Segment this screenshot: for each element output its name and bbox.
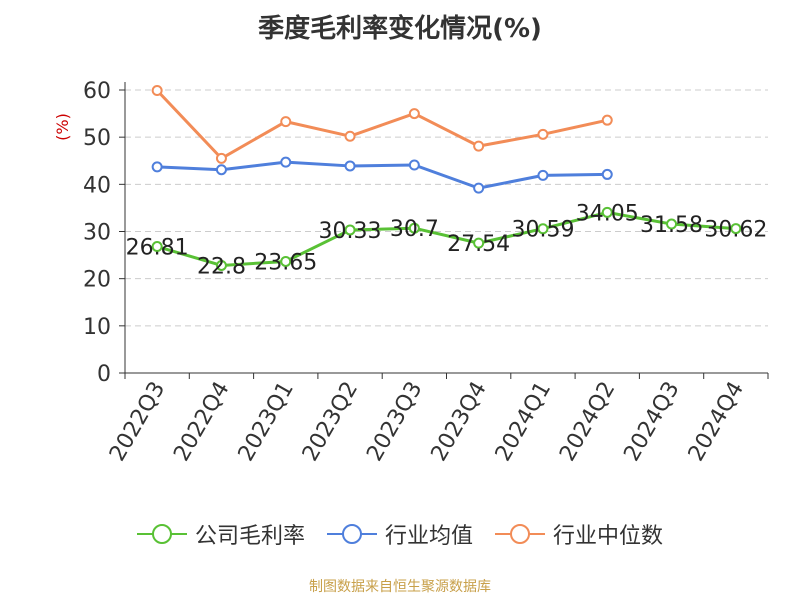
data-point bbox=[151, 161, 163, 173]
x-tick-label: 2023Q4 bbox=[427, 378, 492, 466]
data-point bbox=[666, 218, 678, 230]
data-point bbox=[344, 160, 356, 172]
data-label: 30.7 bbox=[390, 217, 439, 242]
data-label: 31.58 bbox=[640, 213, 703, 238]
data-point bbox=[473, 140, 485, 152]
data-point bbox=[215, 152, 227, 164]
data-point bbox=[151, 241, 163, 253]
y-tick-label: 20 bbox=[83, 268, 111, 293]
y-tick-label: 40 bbox=[83, 173, 111, 198]
data-point bbox=[537, 169, 549, 181]
data-label: 30.62 bbox=[704, 218, 767, 243]
data-label: 26.81 bbox=[126, 236, 189, 261]
legend-marker bbox=[136, 524, 187, 544]
legend-marker bbox=[326, 524, 377, 544]
legend-item[interactable]: 行业中位数 bbox=[495, 518, 663, 550]
data-point bbox=[280, 156, 292, 168]
series-line bbox=[156, 210, 736, 267]
data-point bbox=[473, 237, 485, 249]
x-tick-label: 2024Q3 bbox=[619, 378, 684, 466]
source-note: 制图数据来自恒生聚源数据库 bbox=[309, 579, 491, 595]
data-label: 34.05 bbox=[576, 201, 639, 226]
y-axis-label: (%) bbox=[53, 113, 72, 141]
data-label: 27.54 bbox=[447, 232, 510, 257]
legend-label: 行业均值 bbox=[384, 524, 473, 549]
legend-item[interactable]: 公司毛利率 bbox=[136, 518, 305, 550]
series-line bbox=[157, 160, 608, 190]
data-point bbox=[601, 114, 613, 126]
y-tick-label: 0 bbox=[97, 362, 111, 387]
data-point bbox=[408, 108, 420, 120]
data-label: 30.59 bbox=[511, 218, 574, 243]
data-label: 22.8 bbox=[197, 254, 246, 279]
series-line bbox=[156, 89, 608, 160]
data-point bbox=[344, 224, 356, 236]
x-tick-label: 2024Q1 bbox=[491, 378, 556, 466]
data-point bbox=[601, 168, 613, 180]
data-point bbox=[601, 206, 613, 218]
x-tick-label: 2023Q2 bbox=[298, 378, 363, 466]
y-tick-label: 10 bbox=[83, 315, 111, 340]
data-point bbox=[537, 223, 549, 235]
data-point bbox=[280, 116, 292, 128]
legend-marker bbox=[495, 524, 545, 544]
data-point bbox=[215, 164, 227, 176]
data-point bbox=[151, 84, 163, 96]
data-point bbox=[730, 223, 742, 235]
legend-label: 行业中位数 bbox=[553, 524, 664, 549]
legend-label: 公司毛利率 bbox=[194, 524, 305, 549]
chart-title: 季度毛利率变化情况(%) bbox=[258, 14, 542, 44]
y-tick-label: 50 bbox=[83, 126, 111, 151]
x-tick-label: 2024Q2 bbox=[555, 378, 620, 466]
x-tick-label: 2023Q1 bbox=[234, 378, 299, 466]
x-tick-label: 2022Q4 bbox=[169, 378, 234, 466]
x-tick-label: 2024Q4 bbox=[684, 378, 749, 466]
data-point bbox=[280, 255, 292, 267]
data-label: 30.33 bbox=[319, 219, 382, 244]
data-point bbox=[215, 259, 227, 271]
legend-item[interactable]: 行业均值 bbox=[326, 518, 473, 550]
x-tick-label: 2022Q3 bbox=[105, 378, 170, 466]
y-tick-label: 60 bbox=[83, 79, 111, 104]
x-tick-label: 2023Q3 bbox=[362, 378, 427, 466]
data-point bbox=[344, 130, 356, 142]
data-point bbox=[408, 222, 420, 234]
data-point bbox=[408, 159, 420, 171]
y-tick-label: 30 bbox=[83, 221, 111, 246]
data-point bbox=[537, 128, 549, 140]
data-point bbox=[473, 182, 485, 194]
legend: 公司毛利率 行业均值 行业中位数 bbox=[0, 518, 800, 550]
data-label: 23.65 bbox=[254, 250, 317, 275]
